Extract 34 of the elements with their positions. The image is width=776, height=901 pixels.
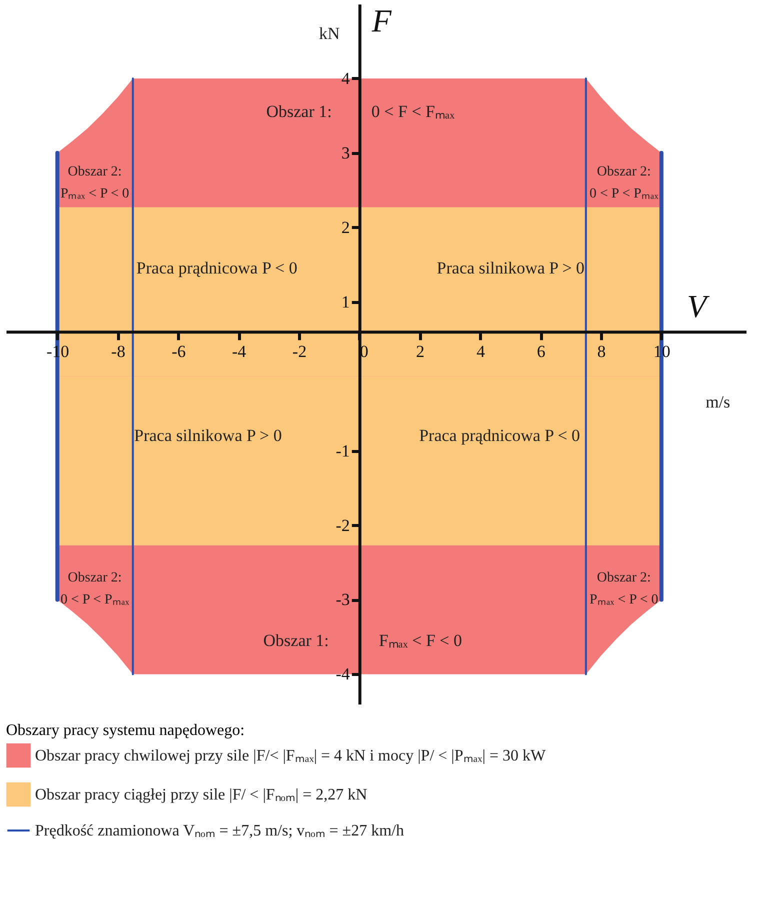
- annotation: m/s: [706, 392, 730, 412]
- legend-label: Prędkość znamionowa Vₙₒₘ = ±7,5 m/s; vₙₒₘ = ±27 km/h: [35, 822, 404, 840]
- x-tick-label: 4: [476, 342, 486, 362]
- x-axis-title: V: [686, 288, 710, 324]
- y-tick-label: 3: [341, 143, 350, 162]
- x-tick-label: -8: [111, 342, 126, 362]
- y-tick-label: 2: [341, 218, 350, 237]
- legend-title: Obszary pracy systemu napędowego:: [6, 722, 245, 739]
- legend-label: Obszar pracy chwilowej przy sile |F/< |Fₘₐₓ| = 4 kN i mocy |P/ < |Pₘₐₓ| = 30 kW: [35, 748, 547, 764]
- y-tick-label: -2: [336, 516, 350, 535]
- annotation: Obszar 2: Pₘₐₓ < P < 0: [590, 570, 658, 608]
- annotation: Obszar 2: 0 < P < Pₘₐₓ: [590, 164, 660, 202]
- annotation: 0 < F < Fₘₐₓ: [371, 102, 455, 121]
- x-tick-label: -2: [292, 342, 307, 362]
- annotation: Obszar 2: Pₘₐₓ < P < 0: [60, 164, 130, 202]
- annotation: kN: [318, 24, 340, 44]
- legend-label: Obszar pracy ciągłej przy sile |F/ < |Fₙₒₘ| = 2,27 kN: [35, 786, 368, 804]
- annotation: Obszar 2: 0 < P < Pₘₐₓ: [60, 570, 130, 608]
- y-tick-label: -3: [336, 590, 350, 610]
- annotation: Fₘₐₓ < F < 0: [378, 631, 462, 650]
- x-tick-label: 6: [536, 342, 546, 362]
- annotation: Praca prądnicowa P < 0: [419, 426, 580, 445]
- annotation: Obszar 1:: [263, 631, 329, 650]
- y-tick-label: -1: [336, 441, 350, 460]
- x-tick-label: -4: [232, 342, 247, 362]
- x-tick-label: 2: [416, 342, 425, 362]
- x-tick-label: -6: [172, 342, 186, 362]
- annotation: Praca silnikowa P > 0: [134, 426, 282, 445]
- annotation: Praca silnikowa P > 0: [436, 258, 585, 278]
- y-axis-title: F: [370, 2, 392, 38]
- y-tick-label: 1: [341, 292, 350, 312]
- annotation: Obszar 1:: [266, 102, 332, 121]
- x-tick-label: 8: [597, 342, 606, 362]
- annotation: Praca prądnicowa P < 0: [136, 258, 298, 278]
